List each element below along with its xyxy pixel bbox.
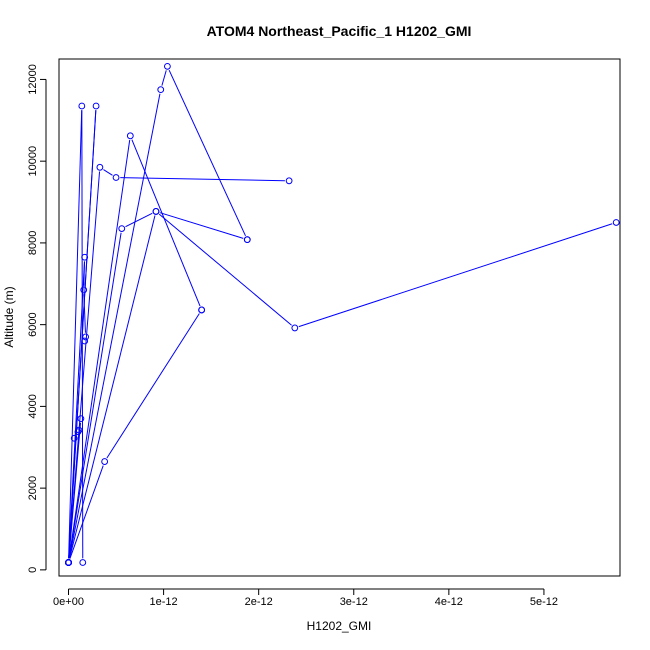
series-layer: [68, 69, 613, 559]
data-point: [291, 324, 299, 332]
data-point: [198, 306, 206, 314]
x-tick-label: 4e-12: [435, 596, 463, 608]
x-tick-label: 1e-12: [150, 596, 178, 608]
chart-title: ATOM4 Northeast_Pacific_1 H1202_GMI: [207, 23, 472, 39]
series-segment: [103, 169, 113, 176]
series-segment: [106, 313, 200, 459]
series-segment: [79, 422, 81, 427]
data-point: [612, 219, 620, 226]
x-tick-label: 3e-12: [340, 596, 368, 608]
series-segment: [68, 232, 122, 559]
series-segment: [158, 213, 292, 326]
data-point: [285, 177, 293, 185]
series-segment: [68, 422, 82, 559]
series-segment: [131, 139, 201, 307]
series-segment: [83, 261, 86, 286]
series-segment: [298, 223, 613, 328]
data-point: [101, 458, 109, 465]
series-segment: [68, 110, 97, 559]
data-point: [157, 86, 165, 94]
y-axis-label: Altitude (m): [2, 286, 16, 347]
data-point: [70, 434, 78, 442]
data-point: [243, 236, 251, 244]
x-axis: 0e+00 1e-12 2e-12 3e-12 4e-12 5e-12: [53, 588, 558, 608]
plot-frame: [58, 58, 621, 577]
series-segment: [161, 70, 167, 86]
data-point: [126, 132, 134, 140]
data-point: [78, 102, 86, 110]
point-layer: [65, 62, 620, 566]
y-tick-label: 2000: [27, 476, 39, 500]
series-segment: [68, 110, 83, 559]
y-tick-label: 6000: [27, 312, 39, 336]
series-segment: [159, 212, 244, 239]
y-tick-label: 8000: [27, 231, 39, 255]
data-point: [112, 174, 120, 181]
data-point: [92, 102, 100, 110]
y-tick-label: 0: [27, 567, 39, 573]
data-point: [152, 208, 160, 215]
x-tick-label: 0e+00: [53, 596, 84, 608]
data-point: [80, 286, 88, 294]
data-point: [65, 559, 72, 566]
series-segment: [69, 465, 104, 559]
data-point: [96, 163, 104, 171]
series-segment: [83, 294, 86, 333]
y-tick-label: 4000: [27, 394, 39, 418]
y-tick-label: 12000: [27, 64, 39, 95]
x-axis-label: H1202_GMI: [307, 619, 372, 633]
x-tick-label: 2e-12: [245, 596, 273, 608]
series-segment: [68, 261, 85, 559]
data-point: [74, 428, 82, 436]
data-point: [82, 333, 90, 341]
series-segment: [125, 212, 153, 228]
data-point: [81, 337, 89, 345]
data-point: [81, 253, 89, 261]
x-tick-label: 5e-12: [530, 596, 558, 608]
series-segment: [68, 139, 131, 559]
y-tick-label: 10000: [27, 146, 39, 177]
series-segment: [120, 177, 285, 182]
data-point: [163, 62, 171, 70]
series-segment: [69, 215, 156, 559]
data-point: [79, 559, 87, 566]
series-segment: [168, 69, 246, 237]
y-axis: 0 2000 4000 6000 8000 10000 12000: [27, 64, 47, 573]
data-point: [118, 225, 126, 233]
data-point: [77, 415, 85, 423]
